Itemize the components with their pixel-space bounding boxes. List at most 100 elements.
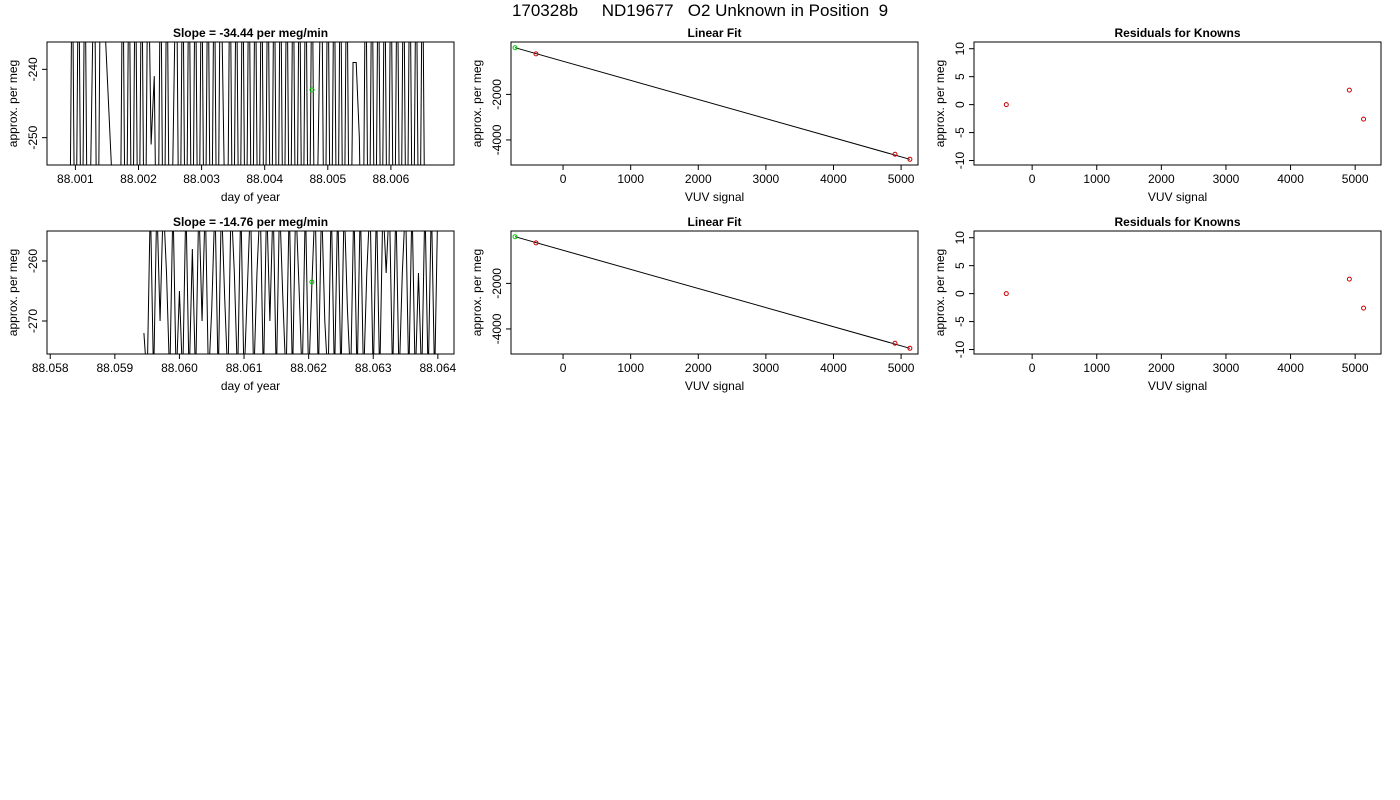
x-tick-label: 88.060	[161, 361, 198, 375]
x-tick-label: 88.063	[355, 361, 392, 375]
x-tick-label: 88.005	[309, 172, 346, 186]
y-tick-label: -270	[26, 309, 40, 333]
chart-panel-5: Linear Fit 0 1000 2000 3000 4000 5000 -2000 -400…	[470, 215, 919, 393]
y-tick-label: -4000	[490, 313, 504, 344]
plot-frame	[973, 41, 1382, 166]
y-tick-label: -10	[953, 341, 967, 359]
x-tick-label: 88.059	[96, 361, 133, 375]
x-axis-label: day of year	[221, 379, 280, 393]
known-point	[892, 151, 898, 157]
x-axis-label: VUV signal	[1148, 379, 1207, 393]
x-axis-label: day of year	[221, 190, 280, 204]
x-tick-label: 88.003	[183, 172, 220, 186]
y-axis-label: approx. per meg	[470, 60, 484, 147]
x-tick-label: 0	[1029, 172, 1036, 186]
y-tick-label: 0	[953, 101, 967, 108]
x-tick-label: 5000	[888, 361, 915, 375]
x-axis-label: VUV signal	[685, 190, 744, 204]
x-tick-label: 88.006	[373, 172, 410, 186]
x-tick-label: 5000	[888, 172, 915, 186]
page-title: 170328b ND19677 O2 Unknown in Position 9	[511, 1, 889, 20]
x-tick-label: 88.058	[32, 361, 69, 375]
chart-title: Slope = -34.44 per meg/min	[173, 26, 328, 40]
y-tick-label: 5	[953, 262, 967, 269]
x-tick-label: 2000	[685, 361, 712, 375]
y-tick-label: 10	[953, 42, 967, 56]
y-axis-label: approx. per meg	[6, 249, 20, 336]
plot-frame	[46, 230, 455, 355]
x-tick-label: 3000	[1213, 172, 1240, 186]
y-tick-label: -5	[953, 127, 967, 138]
x-tick-label: 1000	[1083, 361, 1110, 375]
chart-title: Slope = -14.76 per meg/min	[173, 215, 328, 229]
x-tick-label: 5000	[1342, 361, 1369, 375]
series-line	[69, 42, 425, 165]
y-tick-label: -250	[26, 125, 40, 149]
y-tick-label: 10	[953, 231, 967, 245]
x-tick-label: 2000	[1148, 361, 1175, 375]
chart-title: Linear Fit	[687, 215, 741, 229]
plot-frame	[510, 230, 919, 355]
known-point	[1003, 291, 1009, 297]
plot-frame	[973, 230, 1382, 355]
plot-frame	[510, 41, 919, 166]
y-axis-label: approx. per meg	[470, 249, 484, 336]
x-tick-label: 0	[1029, 361, 1036, 375]
chart-title: Linear Fit	[687, 26, 741, 40]
x-tick-label: 2000	[1148, 172, 1175, 186]
known-point	[533, 240, 539, 246]
x-tick-label: 4000	[820, 172, 847, 186]
y-tick-label: -2000	[490, 79, 504, 110]
standard-point	[512, 234, 518, 240]
known-point	[1361, 305, 1367, 311]
y-axis-label: approx. per meg	[933, 60, 947, 147]
chart-title: Residuals for Knowns	[1114, 215, 1240, 229]
y-tick-label: -10	[953, 152, 967, 170]
y-tick-label: -2000	[490, 268, 504, 299]
x-tick-label: 2000	[685, 172, 712, 186]
x-tick-label: 88.004	[246, 172, 283, 186]
x-tick-label: 3000	[753, 172, 780, 186]
standard-point	[309, 87, 315, 93]
known-point	[1361, 116, 1367, 122]
x-tick-label: 1000	[1083, 172, 1110, 186]
x-tick-label: 0	[560, 172, 567, 186]
y-tick-label: -260	[26, 249, 40, 273]
known-point	[907, 345, 913, 351]
chart-title: Residuals for Knowns	[1114, 26, 1240, 40]
known-point	[907, 156, 913, 162]
x-tick-label: 88.061	[226, 361, 263, 375]
x-tick-label: 88.064	[419, 361, 456, 375]
x-tick-label: 3000	[1213, 361, 1240, 375]
x-axis-label: VUV signal	[685, 379, 744, 393]
y-tick-label: -4000	[490, 124, 504, 155]
fit-line	[514, 236, 911, 349]
y-tick-label: -5	[953, 316, 967, 327]
plot-frame	[46, 41, 455, 166]
chart-panel-6: Residuals for Knowns 0 1000 2000 3000 4000 500…	[933, 215, 1382, 393]
x-tick-label: 88.062	[290, 361, 327, 375]
standard-point	[512, 45, 518, 51]
y-tick-label: -240	[26, 57, 40, 81]
known-point	[1003, 102, 1009, 108]
x-tick-label: 4000	[1277, 172, 1304, 186]
known-point	[892, 340, 898, 346]
x-tick-label: 4000	[820, 361, 847, 375]
x-tick-label: 1000	[617, 361, 644, 375]
chart-panel-1: Slope = -34.44 per meg/min 88.001 88.002 88…	[6, 26, 455, 204]
x-tick-label: 5000	[1342, 172, 1369, 186]
y-axis-label: approx. per meg	[933, 249, 947, 336]
chart-panel-2: Linear Fit 0 1000 2000 3000 4000 5000 -2000 -400…	[470, 26, 919, 204]
standard-point	[309, 279, 315, 285]
x-axis-label: VUV signal	[1148, 190, 1207, 204]
chart-panel-4: Slope = -14.76 per meg/min 88.058 88.059 88…	[6, 215, 457, 393]
y-axis-label: approx. per meg	[6, 60, 20, 147]
known-point	[1346, 276, 1352, 282]
y-tick-label: 0	[953, 290, 967, 297]
x-tick-label: 3000	[753, 361, 780, 375]
x-tick-label: 1000	[617, 172, 644, 186]
series-line	[143, 231, 438, 354]
chart-panel-3: Residuals for Knowns 0 1000 2000 3000 4000 500…	[933, 26, 1382, 204]
x-tick-label: 4000	[1277, 361, 1304, 375]
